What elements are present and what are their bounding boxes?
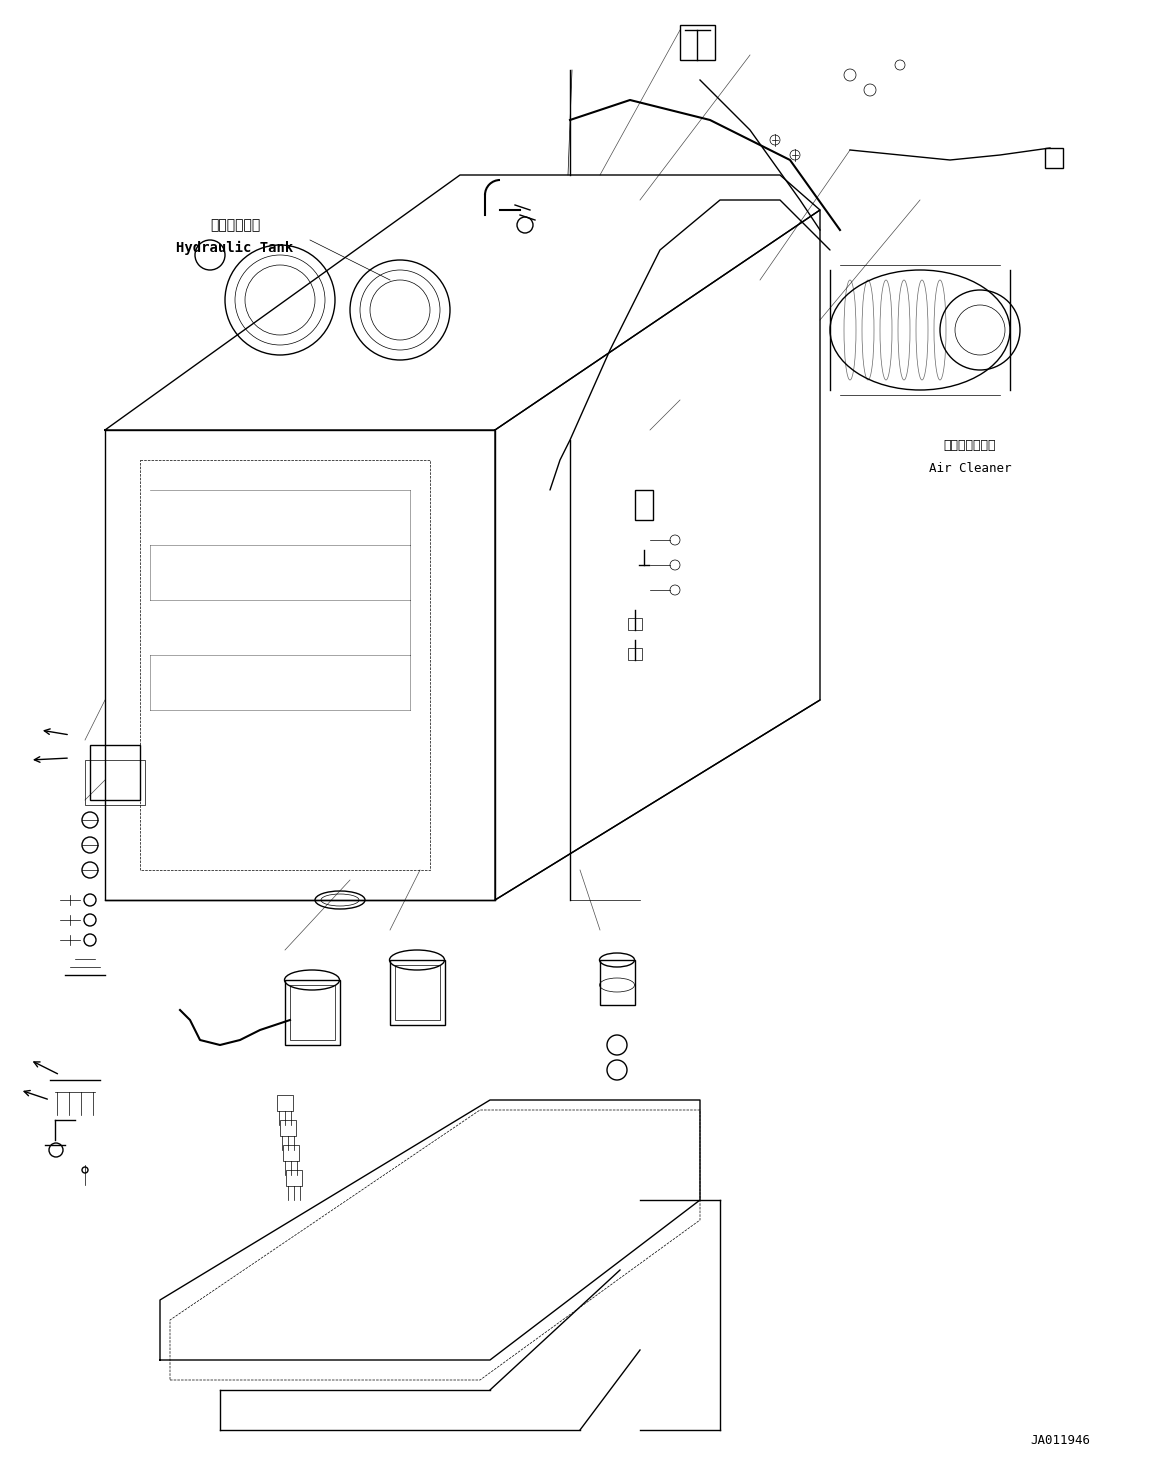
Bar xyxy=(277,1096,293,1110)
Text: JA011946: JA011946 xyxy=(1030,1434,1090,1446)
Bar xyxy=(291,985,336,1040)
Bar xyxy=(85,760,145,805)
Bar xyxy=(286,1170,302,1186)
Bar xyxy=(395,964,440,1020)
Bar xyxy=(628,619,642,630)
Bar xyxy=(285,980,340,1045)
Bar xyxy=(280,1121,296,1137)
Bar xyxy=(282,1145,299,1161)
Text: Hydraulic Tank: Hydraulic Tank xyxy=(176,241,294,255)
Bar xyxy=(628,648,642,659)
Bar xyxy=(1045,147,1063,168)
Bar xyxy=(635,490,653,519)
Bar xyxy=(680,25,715,60)
Text: Air Cleaner: Air Cleaner xyxy=(929,461,1011,474)
Bar xyxy=(600,960,635,1005)
Text: エアークリーナ: エアークリーナ xyxy=(944,439,996,451)
Bar xyxy=(390,960,445,1026)
Text: 作動油タンク: 作動油タンク xyxy=(210,217,261,232)
Bar xyxy=(90,746,140,800)
